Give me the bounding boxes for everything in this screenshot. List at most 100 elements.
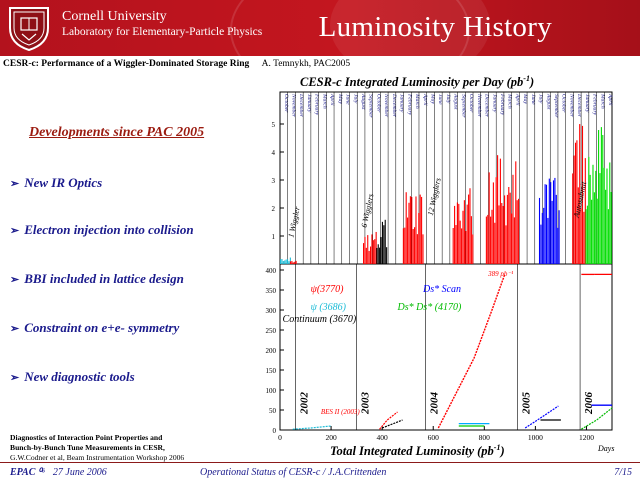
bullet-item: ➢ Electron injection into collision	[10, 222, 194, 237]
day-bar	[456, 202, 458, 264]
day-bar	[544, 184, 546, 264]
bullet-item: ➢ New diagnostic tools	[10, 369, 135, 384]
day-bar	[574, 142, 577, 264]
month-label: November	[476, 93, 482, 118]
day-bar	[289, 257, 291, 264]
day-bar	[588, 156, 590, 264]
arrow-bullet-icon: ➢	[10, 323, 20, 335]
day-bar	[600, 127, 602, 264]
month-label: January	[584, 94, 590, 113]
day-bar	[551, 200, 553, 264]
arrow-bullet-icon: ➢	[10, 225, 20, 237]
bottom-y-tick-label: 200	[266, 347, 277, 355]
day-bar	[591, 199, 593, 264]
continuum-label: Continuum (3670)	[283, 314, 357, 325]
day-bar	[282, 261, 284, 264]
day-bar	[576, 140, 578, 264]
day-bar	[454, 205, 456, 264]
month-label: November	[568, 93, 574, 118]
month-label: June	[437, 94, 443, 105]
reference-line: Bunch-by-Bunch Tune Measurements in CESR…	[10, 443, 165, 452]
month-label: February	[592, 93, 598, 116]
day-bar	[579, 124, 581, 264]
day-bar	[280, 259, 282, 264]
month-label: February	[406, 93, 412, 116]
day-bar	[557, 227, 559, 264]
day-bar	[287, 259, 289, 264]
day-bar	[459, 220, 461, 264]
day-bar	[540, 224, 542, 264]
day-bar	[407, 217, 409, 264]
day-bar	[515, 161, 517, 264]
bottom-y-tick-label: 400	[266, 267, 277, 275]
day-bar	[508, 186, 510, 264]
section-title: Developments since PAC 2005	[29, 125, 205, 140]
month-label: November	[291, 93, 297, 118]
footer-talk: Operational Status of CESR-c / J.A.Critt…	[200, 467, 387, 478]
day-bar	[552, 180, 555, 264]
day-bar	[513, 217, 515, 264]
day-bar	[468, 194, 470, 264]
phase-annotation: 1 Wiggler	[286, 205, 302, 238]
day-bar	[295, 260, 297, 264]
year-label: 2006	[583, 392, 595, 416]
day-bar	[581, 125, 584, 264]
day-bar	[383, 225, 385, 264]
footer-page: 7/15	[614, 467, 632, 478]
day-bar	[462, 210, 464, 264]
day-bar	[547, 217, 549, 264]
reference-line: G.W.Codner et al, Beam Instrumentation W…	[10, 453, 185, 462]
day-bar	[583, 211, 585, 264]
ds-scan-curve	[524, 405, 559, 429]
top-y-tick-label: 2	[272, 205, 276, 213]
bottom-y-tick-label: 250	[266, 327, 277, 335]
day-bar	[572, 173, 574, 264]
day-bar	[509, 192, 511, 264]
day-bar	[504, 195, 506, 264]
day-bar	[606, 168, 608, 264]
year-label: 2003	[360, 392, 372, 416]
month-label: September	[368, 94, 374, 118]
bullet-item: ➢ BBI included in lattice design	[10, 271, 184, 286]
paper-title: CESR-c: Performance of a Wiggler-Dominat…	[3, 59, 250, 69]
lab-name: Laboratory for Elementary-Particle Physi…	[62, 26, 263, 38]
day-bar	[605, 189, 607, 264]
day-bar	[598, 130, 600, 264]
day-bar	[384, 219, 386, 264]
day-bar	[593, 192, 595, 264]
day-bar	[414, 227, 416, 264]
peak-label: 389 pb⁻¹	[487, 270, 513, 278]
month-label: May	[337, 93, 343, 104]
day-bar	[371, 234, 373, 264]
continuum-curve	[381, 419, 403, 429]
x-tick-label: 1000	[528, 433, 543, 442]
psi3770-label: ψ(3770)	[311, 284, 345, 295]
day-bar	[363, 243, 365, 264]
day-bar	[550, 182, 552, 264]
day-bar	[415, 196, 417, 264]
day-bar	[472, 234, 474, 264]
bottom-y-tick-label: 300	[266, 307, 277, 315]
day-bar	[422, 234, 424, 264]
x-axis-label: Total Integrated Luminosity (pb-1)	[330, 443, 505, 459]
day-bar	[487, 214, 489, 264]
day-bar	[458, 203, 460, 264]
x-axis-unit: Days	[598, 444, 615, 453]
month-label: May	[429, 93, 435, 104]
day-bar	[466, 204, 468, 264]
month-label: August	[360, 93, 366, 110]
day-bar	[595, 170, 597, 264]
day-bar	[580, 208, 582, 264]
day-bar	[470, 216, 472, 264]
month-label: April	[329, 93, 335, 106]
day-bar	[469, 188, 471, 264]
month-label: June	[345, 94, 351, 105]
month-label: March	[321, 93, 327, 109]
x-tick-label: 1200	[579, 433, 594, 442]
bes-label: BES II (2003)	[321, 408, 361, 416]
day-bar	[463, 200, 465, 264]
month-label: October	[561, 94, 567, 113]
bullet-item: ➢ Constraint on e+e- symmetry	[10, 320, 180, 335]
bottom-y-tick-label: 150	[266, 367, 277, 375]
